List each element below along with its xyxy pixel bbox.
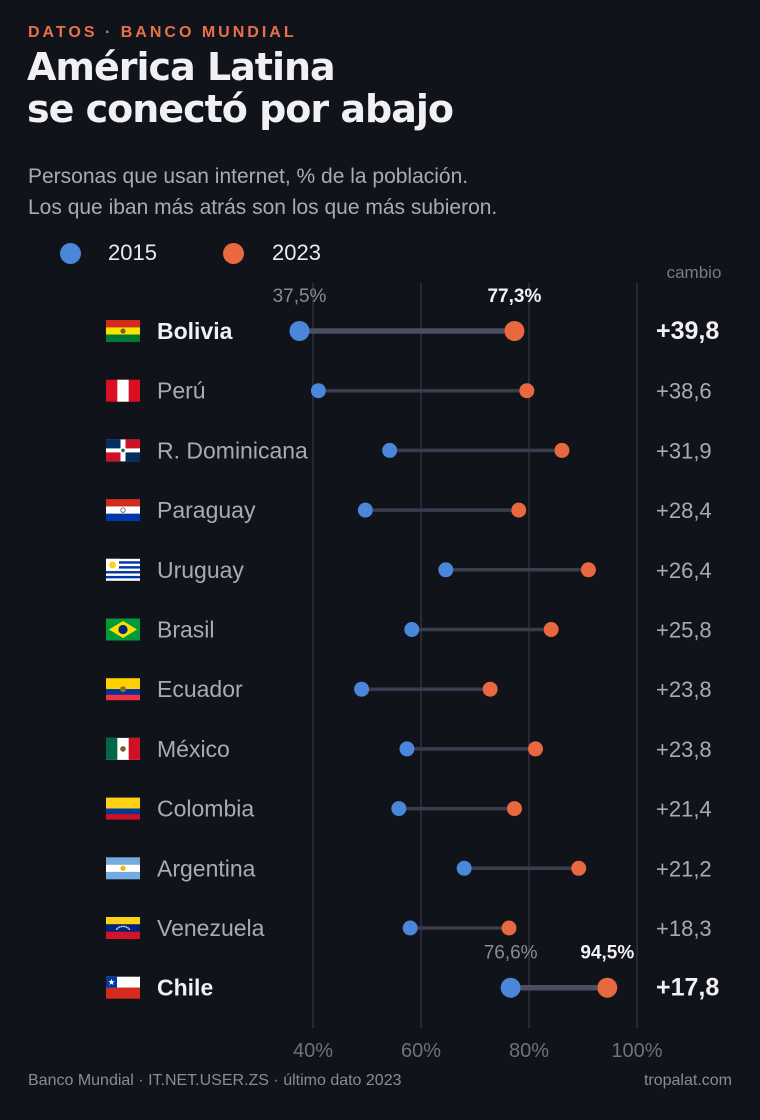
dot-2015-colombia xyxy=(391,801,407,817)
flag-uruguay-icon xyxy=(106,558,140,581)
dot-2023-ecuador xyxy=(482,681,498,697)
country-label-peru: Perú xyxy=(157,378,206,404)
dot-2015-paraguay xyxy=(357,502,373,518)
change-value-peru: +38,6 xyxy=(656,379,712,404)
flag-paraguay-icon xyxy=(106,499,140,522)
value-label-2023-chile: 94,5% xyxy=(580,943,634,964)
change-value-ecuador: +23,8 xyxy=(656,677,712,702)
change-value-paraguay: +28,4 xyxy=(656,498,712,523)
dot-2015-ecuador xyxy=(354,681,370,697)
dot-2023-argentina xyxy=(571,860,587,876)
change-value-chile: +17,8 xyxy=(656,974,719,1002)
legend-label-2023: 2023 xyxy=(272,240,321,265)
x-tick-label-40: 40% xyxy=(293,1040,333,1062)
country-label-argentina: Argentina xyxy=(157,855,256,881)
x-tick-label-80: 80% xyxy=(509,1040,549,1062)
change-value-colombia: +21,4 xyxy=(656,797,712,822)
change-value-argentina: +21,2 xyxy=(656,856,712,881)
dot-2015-uruguay xyxy=(438,562,454,578)
country-label-dominican-republic: R. Dominicana xyxy=(157,437,308,463)
dot-2015-peru xyxy=(310,383,326,399)
title-line-2: se conectó por abajo xyxy=(27,87,454,131)
dot-2023-paraguay xyxy=(511,502,527,518)
change-column-header: cambio xyxy=(667,263,722,282)
change-value-venezuela: +18,3 xyxy=(656,916,712,941)
source-note: Banco Mundial · IT.NET.USER.ZS · último … xyxy=(28,1072,402,1089)
dot-2023-chile xyxy=(597,977,618,998)
dot-2015-chile xyxy=(500,977,521,998)
dot-2023-colombia xyxy=(506,801,522,817)
dot-2015-mexico xyxy=(399,741,415,757)
value-label-2023-bolivia: 77,3% xyxy=(487,286,541,307)
value-label-2015-chile: 76,6% xyxy=(484,943,538,964)
page-title: América Latina se conectó por abajo xyxy=(27,45,454,131)
legend-dot-2023 xyxy=(223,243,244,264)
change-value-uruguay: +26,4 xyxy=(656,558,712,583)
dot-2015-argentina xyxy=(456,860,472,876)
dot-2023-brazil xyxy=(543,622,559,637)
country-label-brazil: Brasil xyxy=(157,617,215,643)
dot-2023-bolivia xyxy=(504,321,525,341)
legend-label-2015: 2015 xyxy=(108,240,157,265)
change-value-bolivia: +39,8 xyxy=(656,317,719,345)
subtitle: Personas que usan internet, % de la pobl… xyxy=(28,161,497,223)
dot-2015-venezuela xyxy=(402,920,418,936)
x-tick-label-60: 60% xyxy=(401,1040,441,1062)
change-value-brazil: +25,8 xyxy=(656,618,712,643)
flag-dominican-republic-icon xyxy=(106,439,140,462)
dot-2023-peru xyxy=(519,383,535,399)
flag-peru-icon xyxy=(106,379,140,402)
flag-argentina-icon xyxy=(106,857,140,880)
country-label-paraguay: Paraguay xyxy=(157,497,256,523)
change-value-dominican-republic: +31,9 xyxy=(656,438,712,463)
legend-dot-2015 xyxy=(60,243,81,264)
flag-brazil-icon xyxy=(106,618,140,641)
dot-2023-venezuela xyxy=(501,920,517,936)
dot-2023-dominican-republic xyxy=(554,442,570,458)
dot-2023-mexico xyxy=(527,741,543,757)
country-label-bolivia: Bolivia xyxy=(157,318,233,344)
country-label-ecuador: Ecuador xyxy=(157,676,243,702)
subtitle-line-2: Los que iban más atrás son los que más s… xyxy=(28,196,498,219)
country-label-mexico: México xyxy=(157,736,230,762)
title-line-1: América Latina xyxy=(27,45,336,89)
flag-ecuador-icon xyxy=(106,678,140,701)
value-label-2015-bolivia: 37,5% xyxy=(273,286,327,307)
country-label-uruguay: Uruguay xyxy=(157,557,244,583)
flag-colombia-icon xyxy=(106,797,140,820)
country-label-venezuela: Venezuela xyxy=(157,915,265,941)
country-label-colombia: Colombia xyxy=(157,796,254,822)
country-label-chile: Chile xyxy=(157,975,213,1001)
flag-venezuela-icon xyxy=(106,917,140,939)
flag-mexico-icon xyxy=(106,737,140,760)
flag-bolivia-icon xyxy=(106,320,140,342)
x-tick-label-100: 100% xyxy=(611,1040,662,1062)
dot-2015-brazil xyxy=(404,622,420,637)
dot-2023-uruguay xyxy=(580,562,596,578)
site-credit: tropalat.com xyxy=(643,1072,732,1089)
flag-chile-icon xyxy=(106,976,140,999)
kicker: DATOS · BANCO MUNDIAL xyxy=(28,24,297,41)
subtitle-line-1: Personas que usan internet, % de la pobl… xyxy=(28,165,469,188)
dot-2015-dominican-republic xyxy=(382,442,398,458)
dot-2015-bolivia xyxy=(289,321,310,341)
change-value-mexico: +23,8 xyxy=(656,737,712,762)
